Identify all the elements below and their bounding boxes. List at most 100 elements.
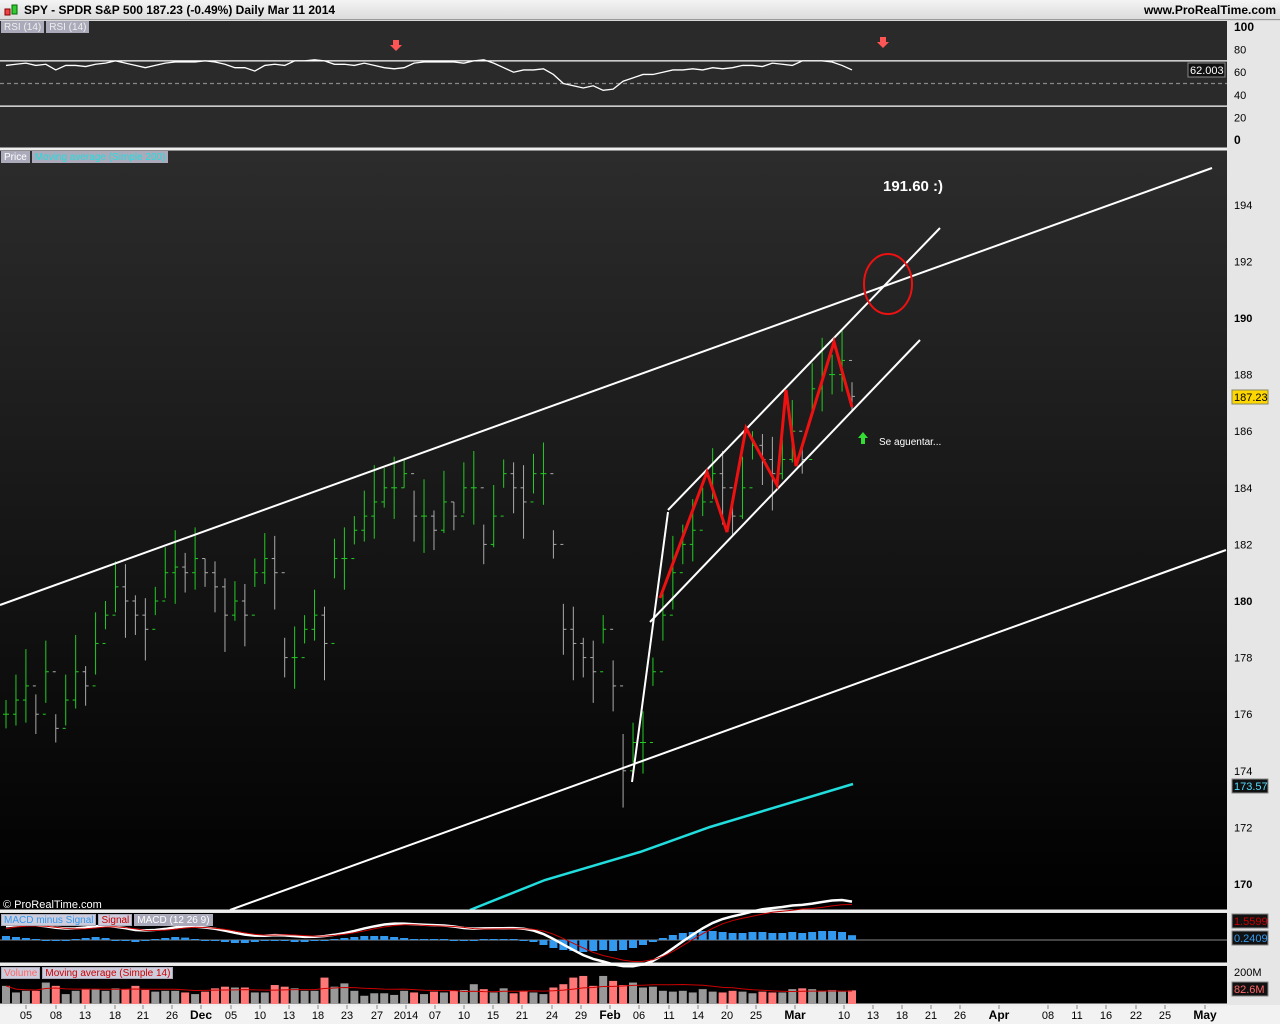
volume-bar [290, 988, 299, 1004]
volume-bar [449, 990, 458, 1004]
volume-bar [41, 982, 50, 1004]
macd-hist-bar [768, 933, 777, 940]
volume-bar [240, 987, 249, 1004]
volume-bar [658, 990, 667, 1004]
volume-bar [728, 990, 737, 1004]
volume-bar [151, 991, 160, 1004]
volume-bar [270, 985, 279, 1004]
volume-bar [559, 984, 568, 1004]
chart-area[interactable]: 10080604020062.0031941921901881861841821… [0, 20, 1280, 1024]
macd-hist-bar [479, 939, 488, 940]
price-axis-label: 170 [1234, 879, 1252, 891]
date-label: 05 [20, 1010, 32, 1022]
title-bar: SPY - SPDR S&P 500 187.23 (-0.49%) Daily… [0, 0, 1280, 20]
macd-hist-bar [589, 940, 598, 951]
price-axis-label: 172 [1234, 822, 1252, 834]
volume-bar [778, 992, 787, 1004]
volume-bar [410, 992, 419, 1004]
macd-hist-bar [370, 936, 379, 940]
rsi-tag-2[interactable]: RSI (14) [46, 21, 90, 33]
macd-hist-tag[interactable]: MACD minus Signal [1, 914, 97, 926]
macd-hist-bar [459, 940, 468, 941]
volume-bar [211, 988, 220, 1004]
ma200-tag[interactable]: Moving average (Simple 200) [31, 151, 169, 163]
macd-hist-bar [798, 933, 807, 940]
macd-hist-bar [201, 940, 210, 941]
down-arrow-icon [877, 37, 889, 48]
signal-tag[interactable]: Signal [98, 914, 133, 926]
macd-hist-bar [11, 937, 20, 940]
volume-ma-tag[interactable]: Moving average (Simple 14) [42, 967, 174, 979]
macd-hist-bar [728, 933, 737, 940]
date-label: 23 [341, 1010, 353, 1022]
macd-hist-bar [280, 940, 289, 941]
rsi-axis-label: 80 [1234, 45, 1246, 57]
trend-line [0, 167, 1213, 606]
price-axis-label: 180 [1234, 596, 1252, 608]
volume-bar [51, 985, 60, 1004]
rsi-axis-label: 100 [1234, 20, 1254, 34]
volume-bar [828, 989, 837, 1004]
volume-tag[interactable]: Volume [1, 967, 41, 979]
site-link[interactable]: www.ProRealTime.com [1143, 3, 1276, 17]
date-label: 26 [954, 1010, 966, 1022]
date-label: 10 [838, 1010, 850, 1022]
macd-hist-bar [738, 933, 747, 940]
macd-hist-bar [429, 939, 438, 940]
volume-bar [260, 992, 269, 1004]
volume-bar [81, 989, 90, 1004]
candlestick-logo-icon [4, 4, 18, 16]
price-tag[interactable]: Price [1, 151, 30, 163]
macd-hist-bar [270, 940, 279, 941]
macd-hist-bar [250, 940, 259, 942]
macd-hist-bar [658, 938, 667, 940]
macd-hist-bar [81, 938, 90, 940]
ma200-value: 173.57 [1234, 781, 1268, 793]
macd-hist-bar [648, 940, 657, 942]
macd-hist-bar [191, 939, 200, 940]
volume-bar [748, 993, 757, 1004]
volume-bar [489, 992, 498, 1004]
price-axis-label: 176 [1234, 709, 1252, 721]
volume-bar [768, 992, 777, 1004]
macd-hist-bar [469, 940, 478, 941]
volume-bar [71, 990, 80, 1004]
macd-hist-bar [101, 938, 110, 940]
macd-tag[interactable]: MACD (12 26 9) [134, 914, 213, 926]
price-axis-label: 184 [1234, 483, 1252, 495]
macd-hist-bar [21, 938, 30, 940]
volume-bar [111, 988, 120, 1004]
volume-bar [11, 992, 20, 1004]
hist-badge [1231, 930, 1269, 946]
rsi-tags: RSI (14) RSI (14) [1, 21, 90, 33]
date-label: 06 [633, 1010, 645, 1022]
date-label: 07 [429, 1010, 441, 1022]
volume-bar [788, 989, 797, 1004]
volume-bar [171, 990, 180, 1004]
price-axis-label: 190 [1234, 313, 1252, 325]
date-label: 24 [546, 1010, 558, 1022]
macd-hist-bar [31, 939, 40, 940]
macd-hist-bar [410, 939, 419, 940]
note-annotation: Se aguentar... [879, 437, 941, 448]
date-label: 13 [79, 1010, 91, 1022]
date-label: 16 [1100, 1010, 1112, 1022]
macd-hist-bar [320, 940, 329, 941]
last-price-badge [1231, 389, 1269, 405]
macd-hist-bar [360, 936, 369, 940]
instrument-title: SPY - SPDR S&P 500 187.23 (-0.49%) Daily… [24, 3, 336, 17]
price-axis-label: 178 [1234, 653, 1252, 665]
volume-bar [370, 993, 379, 1004]
ma200-badge [1231, 778, 1269, 794]
macd-hist-bar [529, 940, 538, 942]
rsi-tag[interactable]: RSI (14) [1, 21, 45, 33]
date-label: 26 [166, 1010, 178, 1022]
macd-hist-bar [131, 940, 140, 942]
target-annotation: 191.60 :) [883, 178, 943, 195]
volume-bar [798, 988, 807, 1004]
volume-bar [101, 990, 110, 1004]
macd-hist-bar [350, 937, 359, 940]
macd-hist-bar [390, 937, 399, 940]
target-circle [863, 253, 913, 315]
price-axis-label: 174 [1234, 766, 1252, 778]
